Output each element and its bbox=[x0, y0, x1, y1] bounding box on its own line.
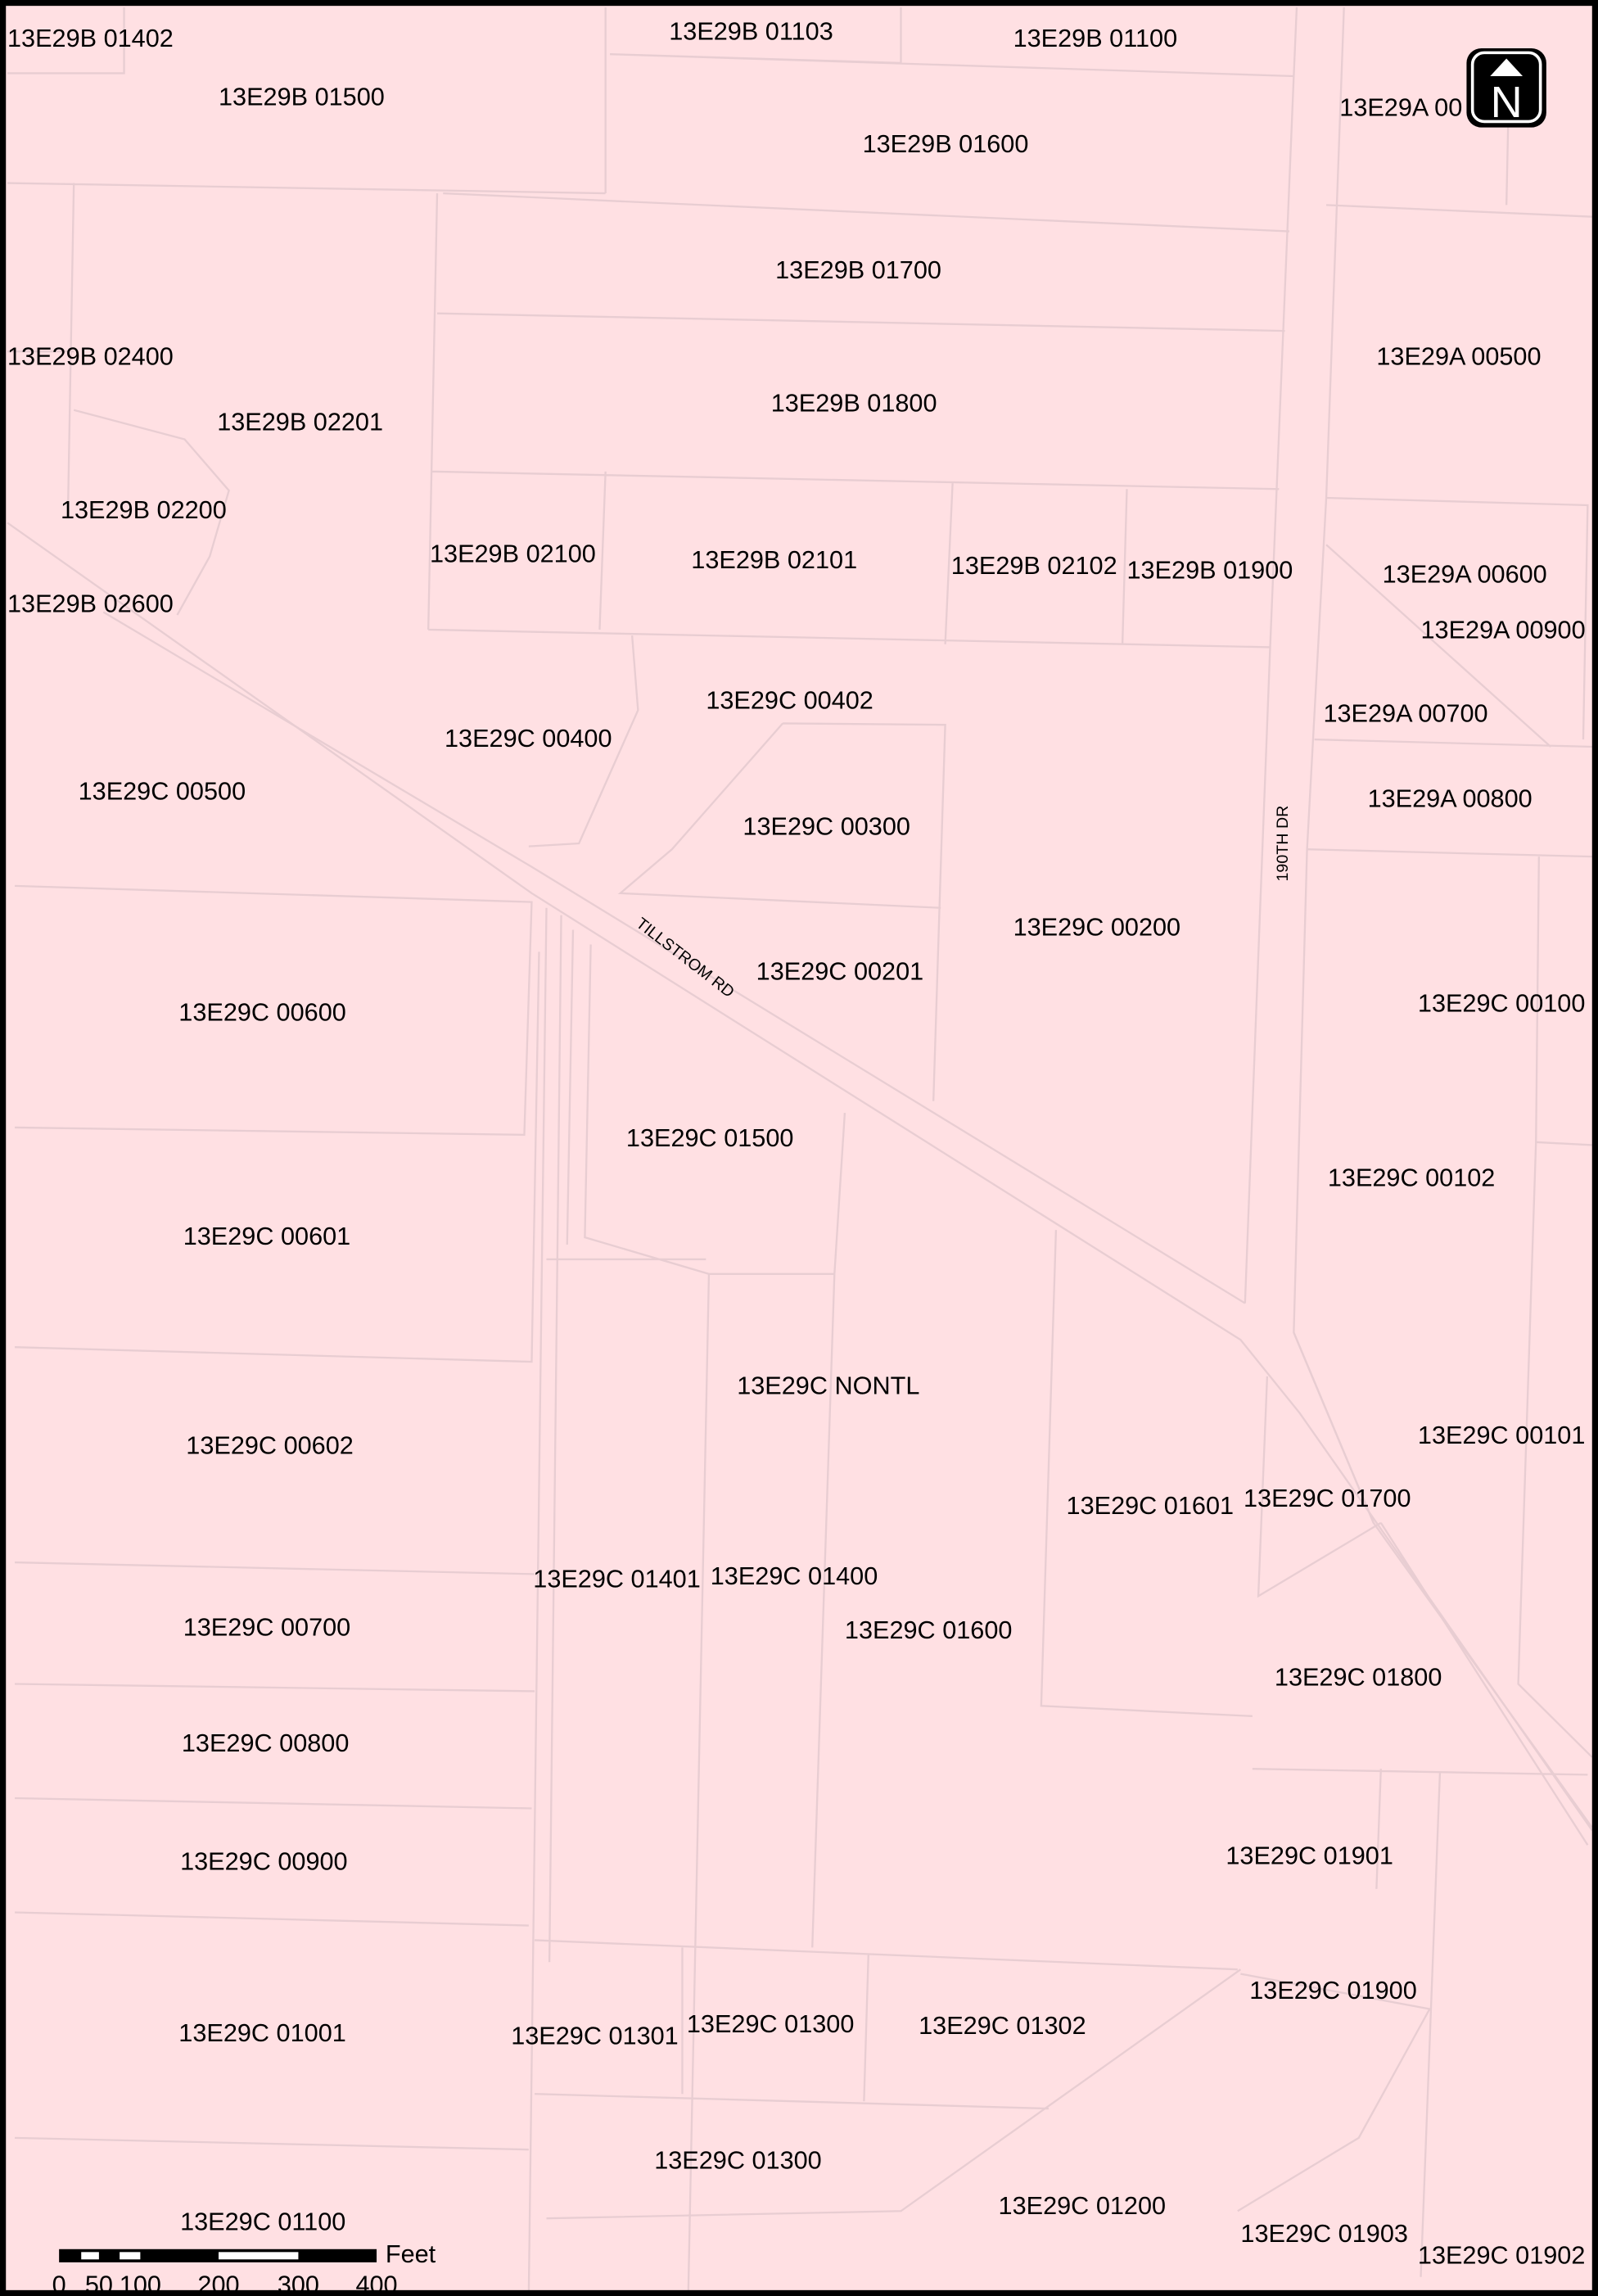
parcel-label: 13E29C 01200 bbox=[999, 2192, 1167, 2220]
parcel-label: 13E29C 00300 bbox=[743, 812, 910, 840]
north-arrow: N bbox=[1466, 48, 1546, 128]
parcel-label: 13E29C 00200 bbox=[1013, 914, 1181, 942]
parcel-label: 13E29C 01001 bbox=[178, 2019, 346, 2047]
parcel-label: 13E29A 00900 bbox=[1421, 617, 1586, 644]
parcel-label: 13E29B 02101 bbox=[691, 546, 857, 574]
north-arrow-inner bbox=[1470, 51, 1542, 124]
parcel-label: 13E29B 01800 bbox=[771, 390, 937, 418]
roads bbox=[7, 7, 1593, 1831]
parcel-label: 13E29B 02201 bbox=[217, 409, 383, 436]
parcel-label: 13E29B 02102 bbox=[951, 552, 1117, 580]
parcel-label: 13E29C 01902 bbox=[1418, 2242, 1586, 2270]
parcel-label: 13E29C 01300 bbox=[687, 2010, 855, 2038]
parcel-label: 13E29A 00500 bbox=[1376, 342, 1541, 370]
parcel-label: 13E29C 01600 bbox=[845, 1616, 1013, 1644]
parcel-label: 13E29C 01401 bbox=[533, 1566, 701, 1593]
parcel-labels: 13E29B 01402 13E29B 01103 13E29B 01100 13E2… bbox=[7, 17, 1586, 2269]
parcel-label: 13E29A 00700 bbox=[1323, 700, 1487, 728]
north-label: N bbox=[1491, 78, 1523, 127]
parcel-label: 13E29C 01900 bbox=[1249, 1977, 1417, 2004]
parcel-label: 13E29C 01302 bbox=[919, 2012, 1086, 2040]
parcel-label: 13E29B 01500 bbox=[219, 84, 385, 111]
parcel-label: 13E29B 02600 bbox=[7, 590, 174, 618]
parcel-label: 13E29B 02200 bbox=[61, 496, 227, 524]
road-label: 190TH DR bbox=[1274, 806, 1292, 882]
parcel-label: 13E29C 01100 bbox=[180, 2208, 345, 2236]
parcel-label: 13E29A 00800 bbox=[1368, 784, 1533, 812]
parcel-label: 13E29B 01600 bbox=[863, 130, 1029, 158]
north-arrow-head bbox=[1490, 58, 1523, 76]
parcel-lines bbox=[7, 7, 1593, 2296]
parcel-label: 13E29C 00100 bbox=[1418, 990, 1586, 1018]
parcel-label: 13E29C 00600 bbox=[178, 999, 346, 1027]
parcel-label: 13E29C 00201 bbox=[756, 957, 924, 985]
parcel-label: 13E29C 01901 bbox=[1226, 1842, 1393, 1870]
scale-bar-segment bbox=[81, 2252, 99, 2260]
parcel-label: 13E29C 00900 bbox=[180, 1848, 348, 1876]
parcel-label: 13E29C NONTL bbox=[737, 1372, 919, 1400]
parcel-label: 13E29C 00601 bbox=[183, 1223, 351, 1250]
parcel-label: 13E29A 00600 bbox=[1383, 561, 1547, 589]
parcel-label: 13E29C 01300 bbox=[654, 2147, 822, 2175]
parcel-label: 13E29C 01500 bbox=[626, 1124, 794, 1152]
parcel-label: 13E29C 00102 bbox=[1328, 1164, 1496, 1192]
parcel-label: 13E29C 01700 bbox=[1244, 1485, 1411, 1512]
parcel-label: 13E29B 02100 bbox=[430, 540, 596, 568]
scale-label: 0 bbox=[52, 2271, 66, 2296]
parcel-label: 13E29C 01601 bbox=[1067, 1492, 1235, 1520]
scale-bar-body bbox=[59, 2249, 377, 2262]
parcel-label: 13E29C 00800 bbox=[182, 1729, 350, 1757]
parcel-label: 13E29B 01103 bbox=[669, 17, 833, 45]
parcel-label: 13E29C 01301 bbox=[511, 2023, 679, 2050]
scale-bar-segment bbox=[219, 2252, 299, 2260]
parcel-label: 13E29B 01900 bbox=[1127, 556, 1293, 584]
parcel-label: 13E29C 00400 bbox=[445, 725, 612, 753]
parcel-label: 13E29B 02400 bbox=[7, 342, 174, 370]
parcel-label: 13E29C 01903 bbox=[1240, 2220, 1408, 2248]
parcel-label: 13E29C 00602 bbox=[186, 1432, 354, 1460]
parcel-label: 13E29C 00500 bbox=[79, 778, 246, 806]
scale-unit: Feet bbox=[386, 2240, 436, 2268]
parcel-label: 13E29B 01700 bbox=[775, 256, 941, 284]
parcel-label: 13E29C 00700 bbox=[183, 1614, 351, 1642]
parcel-label: 13E29C 00402 bbox=[706, 687, 873, 715]
parcel-label: 13E29B 01402 bbox=[7, 25, 174, 52]
scale-bar-segment bbox=[120, 2252, 141, 2260]
parcel-label: 13E29B 01100 bbox=[1013, 25, 1178, 52]
parcel-label: 13E29A 00 bbox=[1339, 93, 1462, 121]
parcel-label: 13E29C 01400 bbox=[711, 1562, 878, 1590]
parcel-label: 13E29C 00101 bbox=[1418, 1421, 1586, 1449]
parcel-label: 13E29C 01800 bbox=[1275, 1663, 1442, 1691]
